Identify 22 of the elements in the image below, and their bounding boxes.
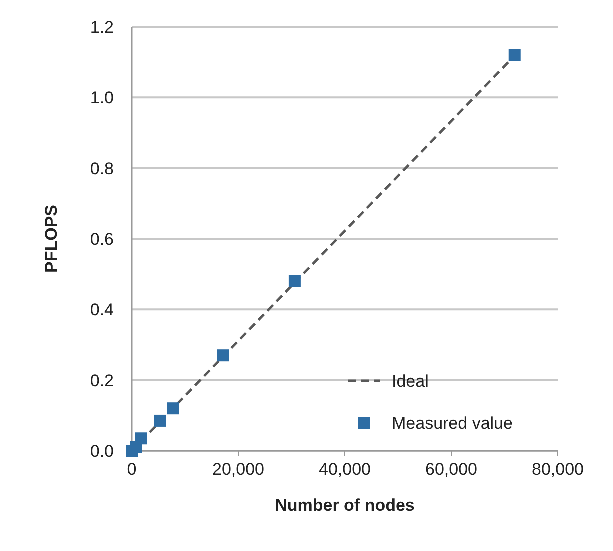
x-tick-label: 0: [127, 460, 137, 479]
point: [167, 402, 180, 415]
x-tick-label: 20,000: [212, 460, 264, 479]
y-tick-label: 0.6: [90, 230, 114, 249]
x-tick-label: 80,000: [532, 460, 584, 479]
y-tick-label: 0.2: [90, 371, 114, 390]
point: [217, 350, 230, 362]
legend-label: Ideal: [392, 372, 429, 391]
point: [154, 414, 166, 427]
y-axis-title: PFLOPS: [42, 204, 61, 274]
y-tick-label: 1.2: [90, 18, 114, 37]
y-tick-label: 1.0: [90, 88, 114, 108]
point: [508, 49, 521, 62]
point: [288, 275, 301, 288]
x-axis-title: Number of nodes: [275, 496, 415, 515]
point: [135, 432, 148, 445]
legend-label: Measured value: [392, 414, 513, 433]
y-tick-label: 0.8: [90, 159, 114, 178]
x-tick-label: 40,000: [319, 460, 371, 479]
y-tick-label: 0.0: [90, 442, 114, 461]
x-tick-label: 60,000: [426, 460, 478, 479]
y-tick-label: 0.4: [90, 300, 114, 320]
